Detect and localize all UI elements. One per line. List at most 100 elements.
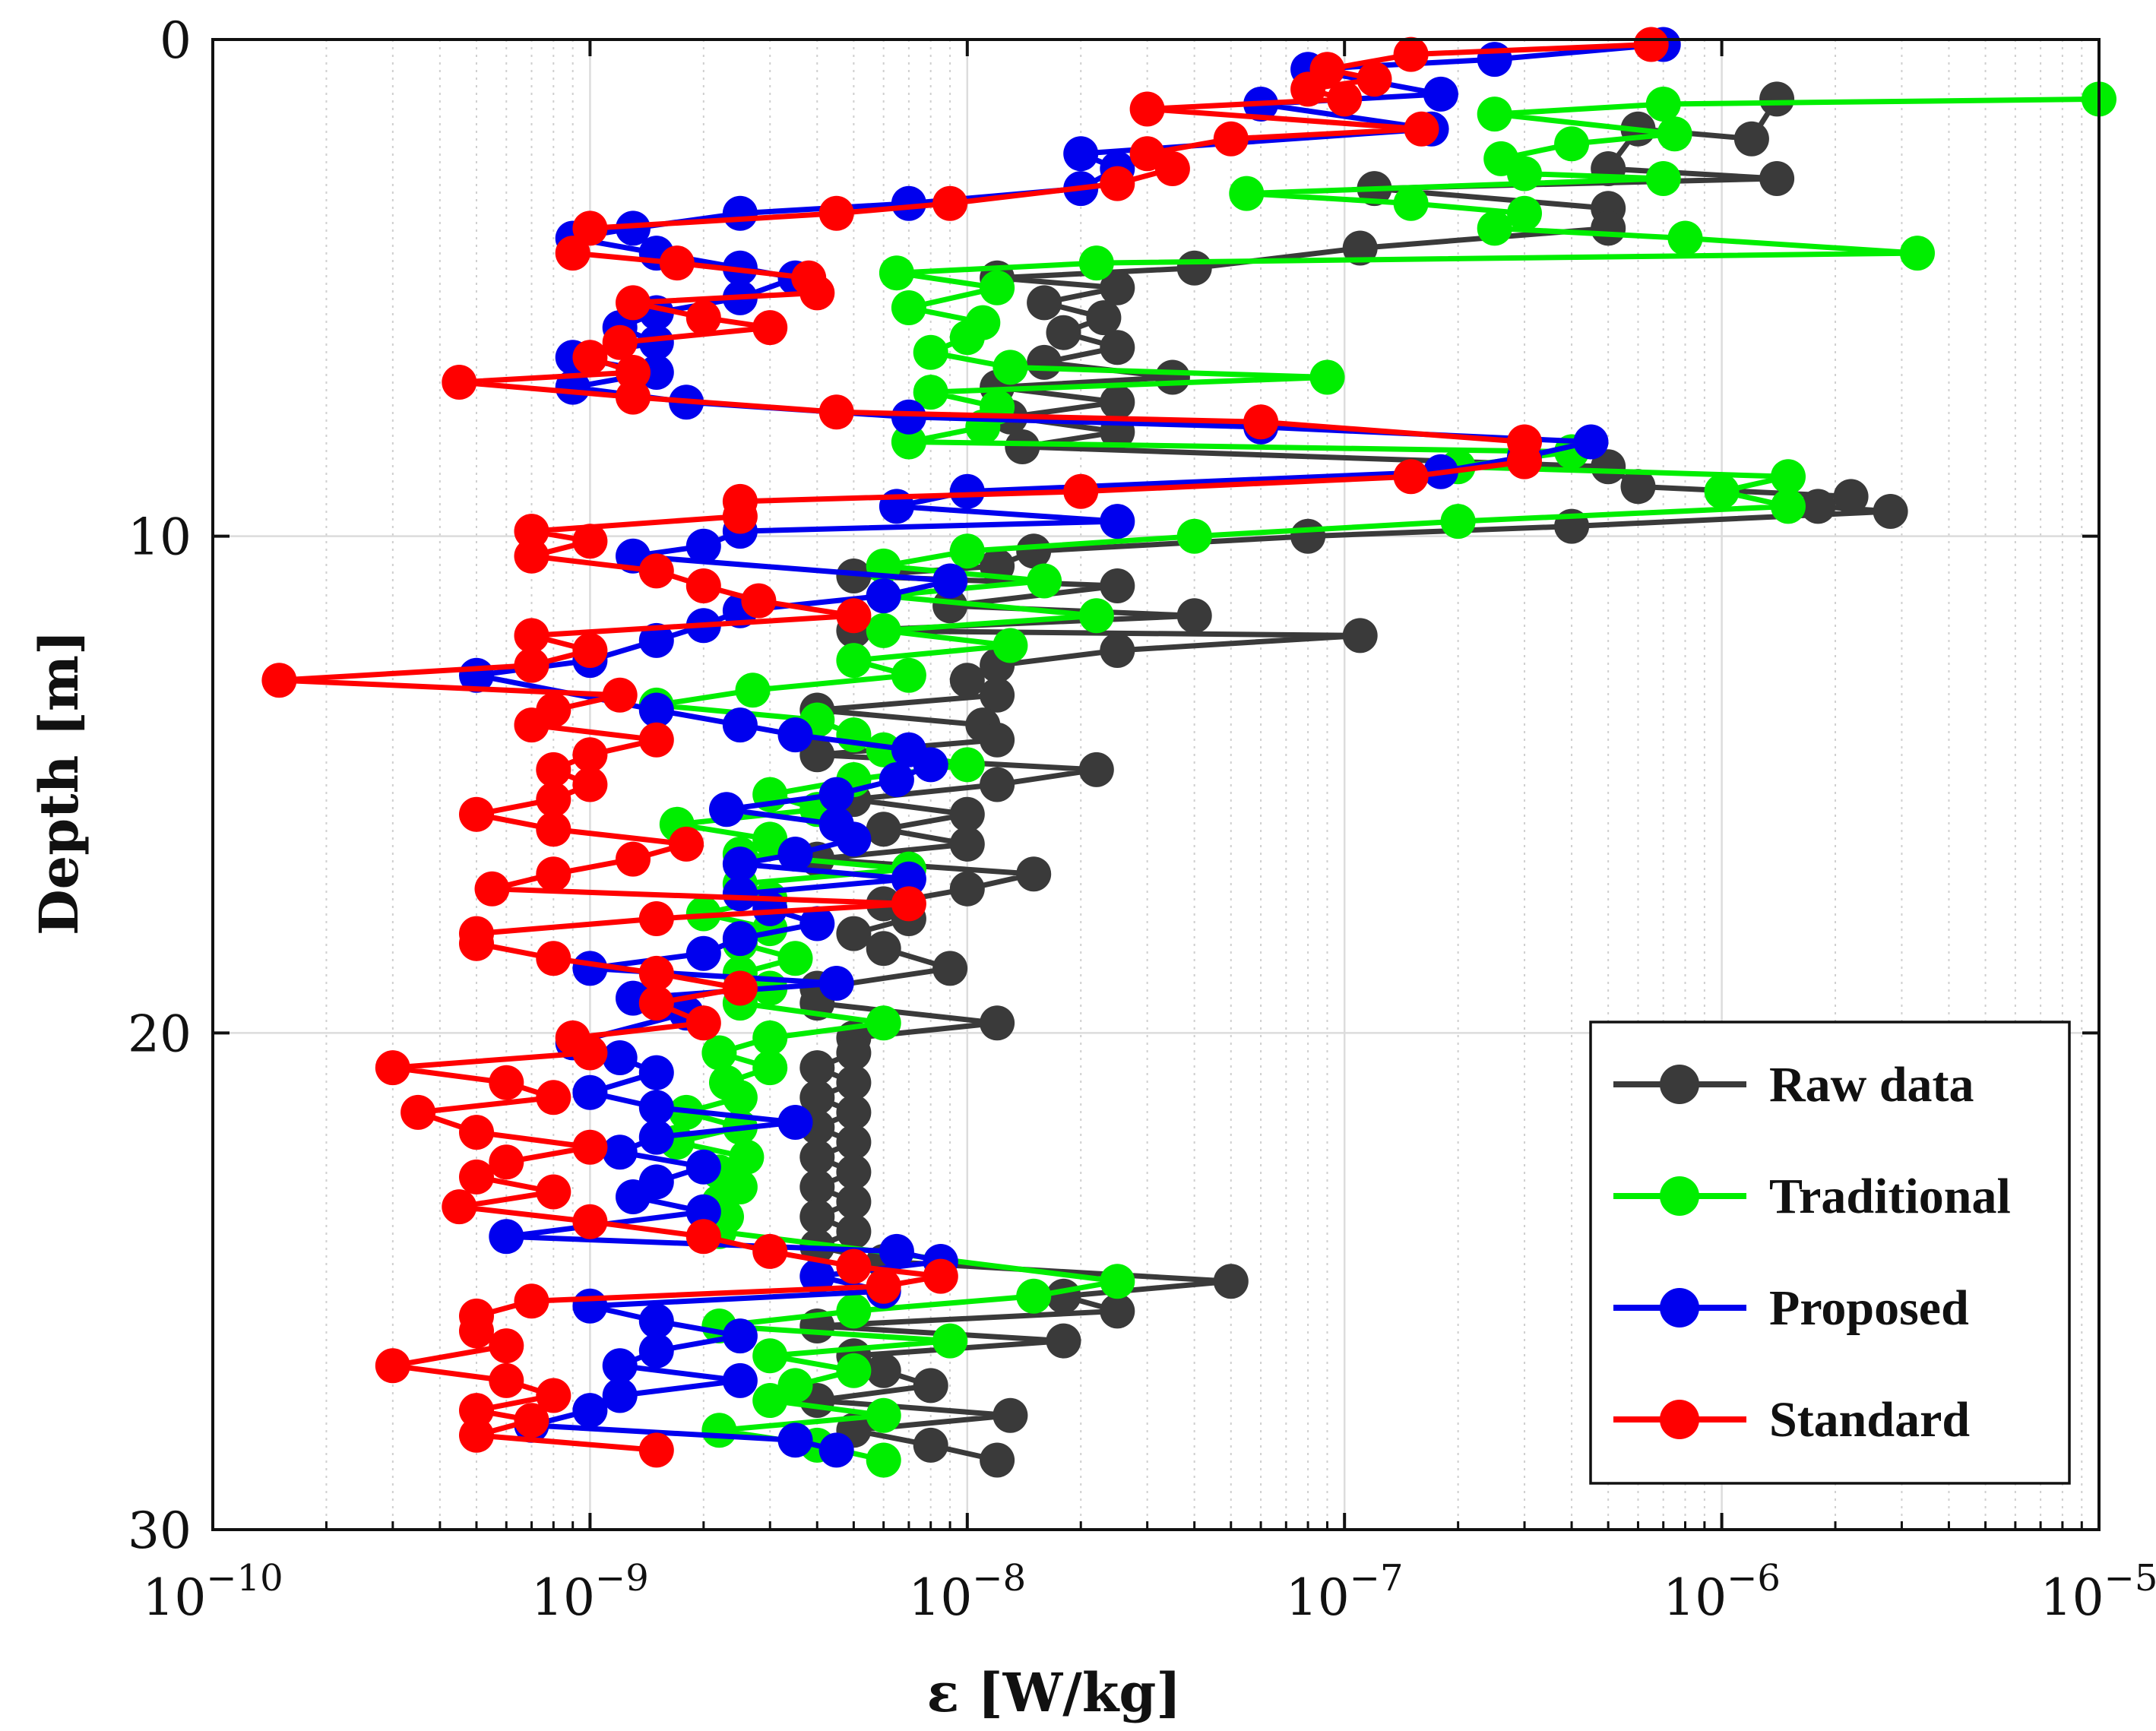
data-point bbox=[949, 473, 985, 509]
series-layer bbox=[261, 27, 2116, 1478]
data-point bbox=[1404, 111, 1439, 147]
data-point bbox=[489, 1144, 524, 1180]
data-point bbox=[836, 1035, 872, 1071]
data-point bbox=[638, 622, 674, 658]
data-point bbox=[980, 270, 1015, 305]
data-point bbox=[1633, 27, 1669, 62]
data-point bbox=[489, 1219, 524, 1255]
data-point bbox=[1213, 121, 1249, 157]
data-point bbox=[1440, 504, 1476, 540]
data-point bbox=[572, 1129, 608, 1165]
data-point bbox=[752, 1338, 788, 1374]
legend-entry: Standard bbox=[1613, 1392, 1970, 1448]
data-point bbox=[1873, 494, 1908, 529]
series-standard bbox=[261, 27, 1669, 1468]
data-point bbox=[685, 1219, 721, 1255]
data-point bbox=[1393, 36, 1429, 72]
legend: Raw data Traditional Proposed Standard bbox=[1589, 1021, 2071, 1485]
x-axis-label: ε [W/kg] bbox=[927, 1661, 1182, 1724]
data-point bbox=[602, 1348, 638, 1384]
data-point bbox=[1327, 81, 1363, 117]
data-point bbox=[913, 1368, 948, 1403]
data-point bbox=[722, 1080, 758, 1115]
data-point bbox=[1078, 598, 1114, 634]
data-point bbox=[836, 821, 872, 857]
data-point bbox=[638, 986, 674, 1021]
data-point bbox=[923, 1258, 958, 1294]
data-point bbox=[866, 612, 901, 648]
data-point bbox=[536, 1174, 571, 1210]
data-point bbox=[489, 1065, 524, 1100]
data-point bbox=[836, 1125, 872, 1160]
data-point bbox=[459, 1417, 494, 1453]
data-point bbox=[669, 826, 704, 862]
data-point bbox=[1573, 424, 1609, 460]
data-point bbox=[752, 1050, 788, 1086]
data-point bbox=[1154, 151, 1190, 186]
plot-frame bbox=[211, 38, 2101, 1531]
data-point bbox=[1078, 752, 1114, 787]
data-point bbox=[949, 871, 985, 907]
legend-label: Traditional bbox=[1769, 1169, 2011, 1224]
data-point bbox=[1100, 633, 1135, 668]
data-point bbox=[1100, 270, 1135, 305]
data-point bbox=[685, 1005, 721, 1041]
data-point bbox=[836, 1094, 872, 1130]
data-point bbox=[659, 245, 695, 281]
data-point bbox=[1759, 81, 1795, 117]
data-point bbox=[1005, 429, 1040, 464]
data-point bbox=[685, 1149, 721, 1185]
data-point bbox=[1591, 449, 1626, 485]
data-point bbox=[1100, 1264, 1135, 1299]
data-point bbox=[777, 1368, 813, 1403]
data-point bbox=[1759, 161, 1795, 196]
data-point bbox=[980, 677, 1015, 713]
data-point bbox=[685, 528, 721, 564]
data-point bbox=[572, 951, 608, 986]
data-point bbox=[602, 677, 638, 713]
data-point bbox=[799, 275, 835, 311]
data-point bbox=[514, 1403, 549, 1438]
data-point bbox=[729, 1139, 765, 1175]
data-point bbox=[1733, 121, 1769, 157]
data-point bbox=[777, 717, 813, 753]
data-point bbox=[514, 1283, 549, 1319]
data-point bbox=[799, 1258, 835, 1294]
data-point bbox=[836, 717, 872, 753]
data-point bbox=[891, 657, 926, 693]
x-tick-label: 10−10 bbox=[142, 1557, 283, 1627]
data-point bbox=[722, 876, 758, 912]
data-point bbox=[1063, 473, 1099, 509]
data-point bbox=[602, 324, 638, 360]
legend-marker bbox=[1660, 1288, 1699, 1328]
data-point bbox=[777, 837, 813, 872]
data-point bbox=[459, 1115, 494, 1150]
data-point bbox=[932, 588, 968, 624]
data-point bbox=[1507, 195, 1542, 231]
data-point bbox=[638, 1303, 674, 1339]
data-point bbox=[1100, 330, 1135, 366]
data-point bbox=[913, 375, 948, 410]
data-point bbox=[638, 901, 674, 936]
data-point bbox=[1086, 300, 1122, 336]
data-point bbox=[866, 1268, 901, 1304]
data-point bbox=[536, 782, 571, 818]
data-point bbox=[799, 1199, 835, 1235]
data-point bbox=[638, 955, 674, 991]
data-point bbox=[616, 355, 651, 390]
legend-marker bbox=[1660, 1065, 1699, 1104]
data-point bbox=[913, 334, 948, 370]
data-point bbox=[866, 812, 901, 847]
data-point bbox=[685, 300, 721, 336]
data-point bbox=[722, 1362, 758, 1398]
data-point bbox=[799, 1050, 835, 1086]
data-point bbox=[701, 1413, 737, 1448]
data-point bbox=[1129, 91, 1165, 127]
data-point bbox=[1309, 359, 1345, 395]
data-point bbox=[459, 926, 494, 961]
data-point bbox=[1100, 166, 1135, 201]
data-point bbox=[489, 1362, 524, 1398]
data-point bbox=[1046, 1278, 1081, 1314]
data-point bbox=[1100, 568, 1135, 603]
data-point bbox=[980, 1442, 1015, 1478]
